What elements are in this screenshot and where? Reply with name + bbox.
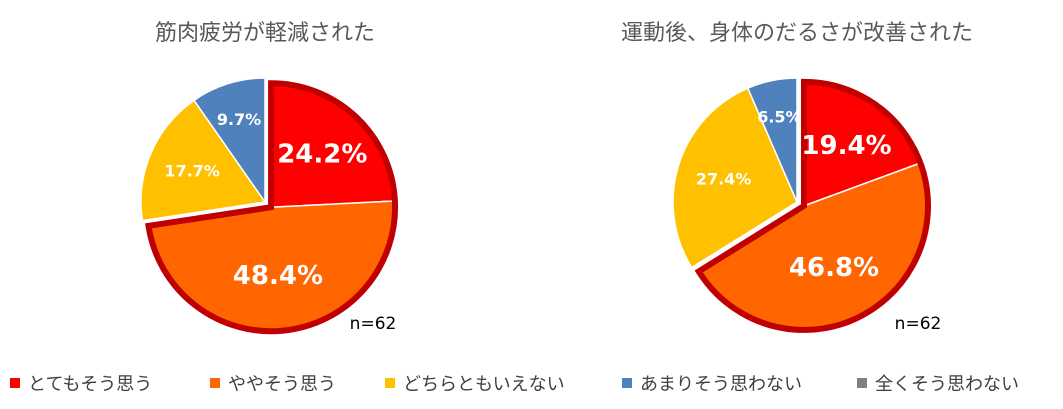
legend-label-1: とてもそう思う [28, 374, 153, 395]
legend-item-2: ややそう思う [210, 368, 336, 398]
pie-chart-2: 運動後、身体のだるさが改善された 19.4% 46.8% 27.4% 6.5% n=62 [621, 21, 973, 334]
chart-1-title: 筋肉疲労が軽減された [155, 21, 375, 46]
legend-label-4: あまりそう思わない [640, 374, 802, 395]
legend-item-5: 全くそう思わない [857, 368, 1019, 398]
legend-label-5: 全くそう思わない [875, 374, 1019, 395]
chart-1-label-1: 24.2% [277, 139, 367, 169]
legend-label-2: ややそう思う [228, 374, 336, 395]
chart-1-label-3: 17.7% [164, 161, 220, 180]
chart-2-sample-size: n=62 [895, 314, 942, 334]
legend-item-4: あまりそう思わない [622, 368, 802, 398]
chart-2-label-4: 6.5% [757, 108, 801, 127]
legend-swatch-1 [10, 378, 20, 388]
chart-2-slice-4 [746, 77, 798, 203]
legend-item-1: とてもそう思う [10, 368, 152, 398]
legend-swatch-4 [622, 378, 632, 388]
chart-2-label-2: 46.8% [789, 253, 879, 283]
legend-item-3: どちらともいえない [385, 368, 565, 398]
chart-2-label-3: 27.4% [696, 170, 752, 189]
chart-2-slice-3 [672, 87, 798, 269]
legend: とてもそう思う ややそう思う どちらともいえない あまりそう思わない 全くそう思… [0, 368, 1063, 398]
pie-chart-1: 筋肉疲労が軽減された 24.2% 48.4% 17.7% 9.7% n=62 [140, 21, 399, 335]
legend-label-3: どちらともいえない [403, 374, 565, 395]
chart-1-slice-3 [140, 99, 267, 222]
legend-swatch-3 [385, 378, 395, 388]
chart-1-label-2: 48.4% [233, 261, 323, 291]
legend-swatch-2 [210, 378, 220, 388]
chart-1-sample-size: n=62 [350, 314, 397, 334]
chart-1-slice-4 [192, 77, 266, 205]
chart-2-label-1: 19.4% [801, 131, 891, 161]
legend-swatch-5 [857, 378, 867, 388]
chart-2-title: 運動後、身体のだるさが改善された [621, 21, 973, 46]
chart-1-label-4: 9.7% [217, 110, 261, 129]
chart-2-highlight-outline [694, 78, 931, 333]
chart-1-highlight-outline [145, 80, 399, 335]
